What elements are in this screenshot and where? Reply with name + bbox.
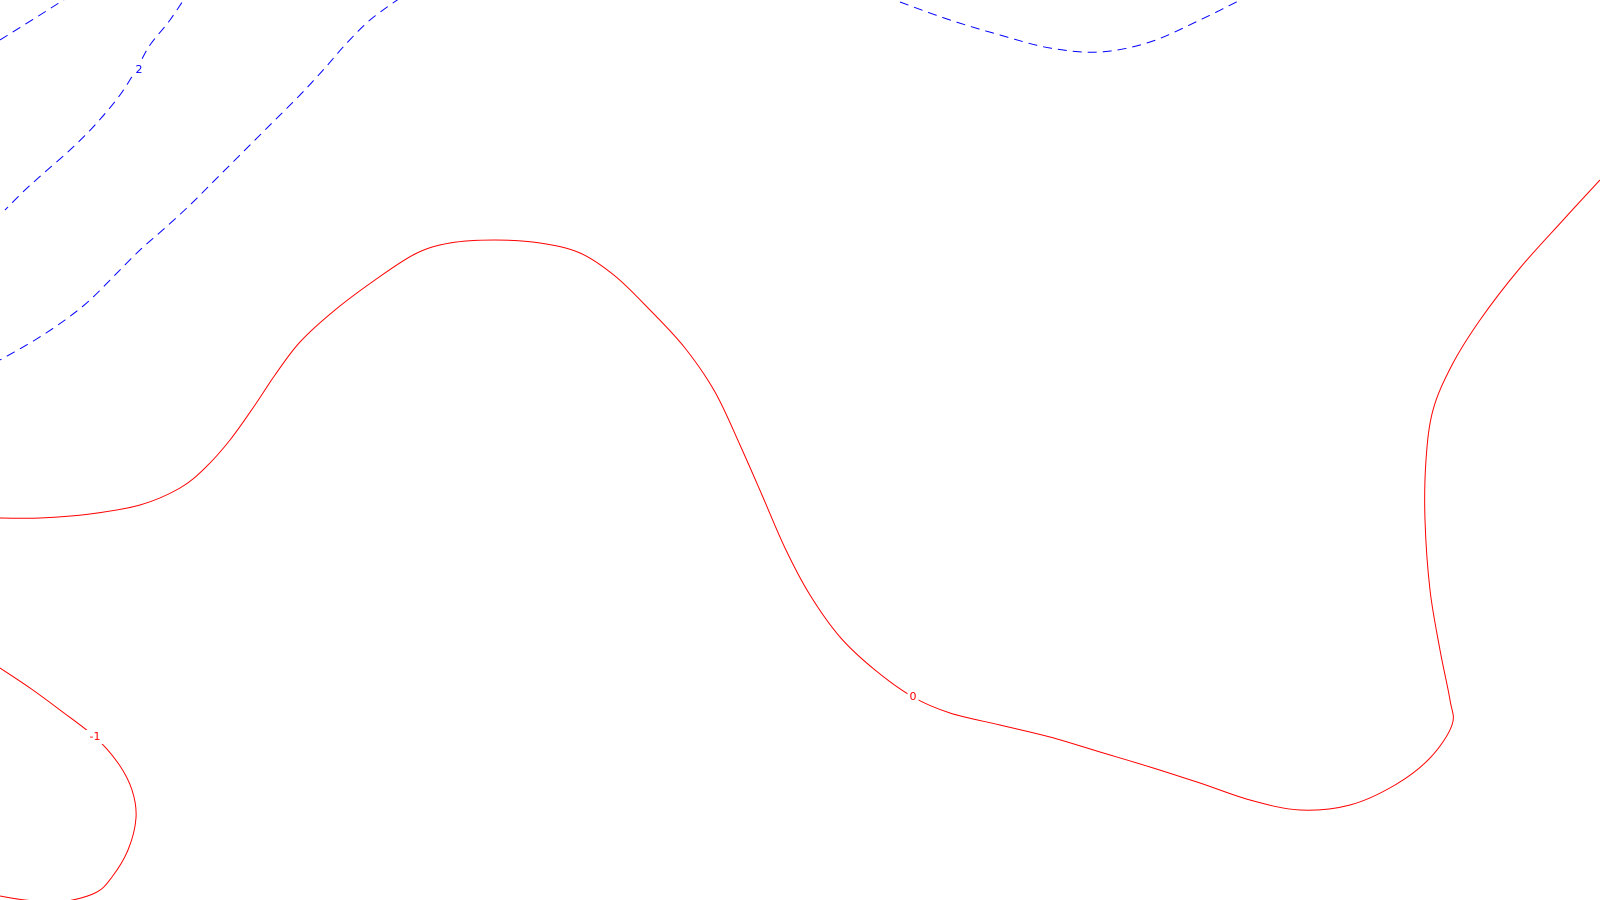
contour-label-background [86, 730, 104, 744]
contour-label-neg1: -1 [90, 730, 101, 743]
contour-label-2: 2 [136, 63, 143, 76]
contour-line-level-2-0 [0, 0, 65, 41]
contour-line-level-2-2 [0, 0, 399, 361]
contour-line-level-0-0 [0, 179, 1600, 811]
contour-label-0: 0 [910, 690, 917, 703]
contour-line-level-2-3 [899, 0, 1242, 53]
contour-label-background [907, 690, 919, 704]
contour-line-level-neg1-0 [0, 667, 137, 900]
contour-labels: 2 0 -1 [86, 63, 919, 744]
contour-line-level-2-1 [4, 0, 185, 211]
contour-label-background [133, 63, 145, 77]
